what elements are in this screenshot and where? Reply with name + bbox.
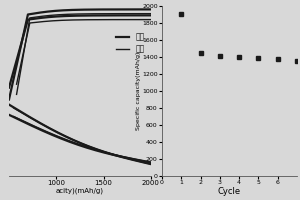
Y-axis label: Specific capacity(mAh/g): Specific capacity(mAh/g) <box>136 52 141 130</box>
Legend: 首圈, 次圈: 首圈, 次圈 <box>113 30 147 56</box>
X-axis label: acity)(mAh/g): acity)(mAh/g) <box>56 188 104 194</box>
X-axis label: Cycle: Cycle <box>218 187 241 196</box>
